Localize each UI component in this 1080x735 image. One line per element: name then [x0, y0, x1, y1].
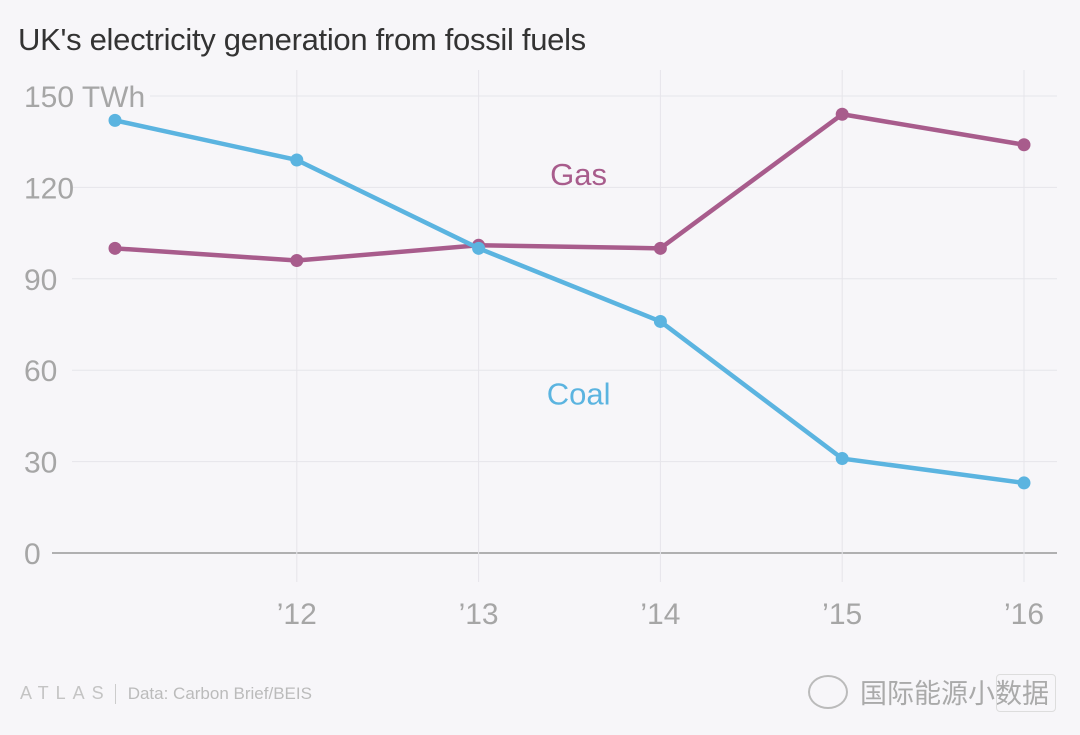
- series-coal: [108, 113, 1031, 490]
- gas-point: [1017, 138, 1031, 152]
- series-group: [108, 107, 1031, 490]
- x-tick-label: ’15: [822, 598, 862, 631]
- gas-line: [114, 112, 1025, 263]
- y-tick-label: 150 TWh: [24, 81, 145, 114]
- coal-point: [835, 452, 849, 466]
- x-tick-label: ’16: [1004, 598, 1044, 631]
- x-axis-ticks: ’12 ’13 ’14 ’15 ’16: [277, 598, 1044, 631]
- coal-point: [472, 241, 486, 255]
- coal-point: [653, 314, 667, 328]
- gas-point: [108, 241, 122, 255]
- grid: [52, 70, 1057, 582]
- gas-point: [835, 107, 849, 121]
- footer: ATLAS Data: Carbon Brief/BEIS: [20, 683, 312, 704]
- x-tick-label: ’13: [459, 598, 499, 631]
- x-tick-label: ’12: [277, 598, 317, 631]
- watermark-text: 国际能源小数据: [860, 679, 1049, 709]
- coal-point: [108, 113, 122, 127]
- wechat-icon: [808, 674, 848, 709]
- atlas-logo: ATLAS: [20, 683, 111, 703]
- watermark: 国际能源小数据: [808, 672, 1056, 712]
- coal-point: [290, 153, 304, 167]
- y-tick-label: 0: [24, 538, 41, 571]
- y-axis-ticks: 0 30 60 90 120 150 TWh: [24, 81, 145, 571]
- y-tick-label: 90: [24, 264, 57, 297]
- annotations: Gas Coal: [547, 157, 611, 411]
- y-tick-label: 60: [24, 355, 57, 388]
- series-gas: [108, 107, 1031, 268]
- chart-title: UK's electricity generation from fossil …: [18, 22, 586, 57]
- gas-point: [290, 254, 304, 268]
- coal-point: [1017, 476, 1031, 490]
- gas-point: [653, 241, 667, 255]
- gas-label: Gas: [550, 157, 607, 192]
- x-tick-label: ’14: [640, 598, 680, 631]
- watermark-box: [996, 674, 1056, 712]
- coal-line: [114, 118, 1025, 486]
- y-tick-label: 120: [24, 172, 74, 205]
- divider: [114, 683, 116, 704]
- coal-label: Coal: [547, 377, 611, 412]
- y-tick-label: 30: [24, 447, 57, 480]
- source-credit: Data: Carbon Brief/BEIS: [127, 683, 312, 703]
